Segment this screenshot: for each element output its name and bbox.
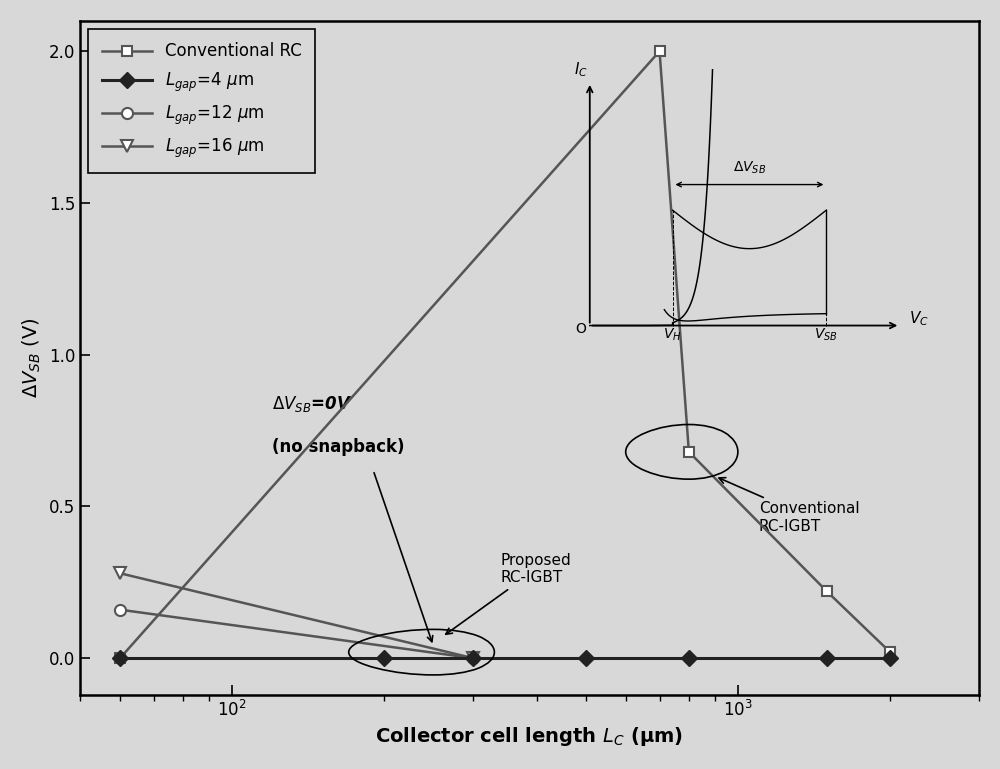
Text: $I_C$: $I_C$ xyxy=(574,60,588,79)
Text: (no snapback): (no snapback) xyxy=(272,438,405,456)
Line: $L_{gap}$=4 $\mu$m: $L_{gap}$=4 $\mu$m xyxy=(114,653,896,664)
Text: $\Delta V_{SB}$=0V: $\Delta V_{SB}$=0V xyxy=(272,394,352,414)
Text: Proposed
RC-IGBT: Proposed RC-IGBT xyxy=(446,553,572,634)
Y-axis label: $\Delta V_{SB}$ (V): $\Delta V_{SB}$ (V) xyxy=(21,318,43,398)
Line: Conventional RC: Conventional RC xyxy=(115,46,895,663)
$L_{gap}$=4 $\mu$m xyxy=(884,654,896,663)
X-axis label: Collector cell length $L_C$ (μm): Collector cell length $L_C$ (μm) xyxy=(375,725,684,748)
Text: $V_C$: $V_C$ xyxy=(909,309,929,328)
$L_{gap}$=4 $\mu$m xyxy=(580,654,592,663)
Conventional RC xyxy=(884,647,896,657)
Text: $\Delta V_{SB}$: $\Delta V_{SB}$ xyxy=(733,160,766,176)
Text: $V_H$: $V_H$ xyxy=(663,326,682,343)
Conventional RC xyxy=(683,448,695,457)
Text: O: O xyxy=(575,322,586,336)
Text: Conventional
RC-IGBT: Conventional RC-IGBT xyxy=(719,478,859,534)
$L_{gap}$=16 $\mu$m xyxy=(114,568,126,578)
$L_{gap}$=4 $\mu$m xyxy=(467,654,479,663)
$L_{gap}$=4 $\mu$m xyxy=(114,654,126,663)
Conventional RC xyxy=(114,654,126,663)
Conventional RC xyxy=(821,587,833,596)
$L_{gap}$=16 $\mu$m xyxy=(467,654,479,663)
Text: $V_{SB}$: $V_{SB}$ xyxy=(814,326,838,343)
$L_{gap}$=4 $\mu$m xyxy=(378,654,390,663)
Legend: Conventional RC, $L_{gap}$=4 $\mu$m, $L_{gap}$=12 $\mu$m, $L_{gap}$=16 $\mu$m: Conventional RC, $L_{gap}$=4 $\mu$m, $L_… xyxy=(88,29,315,174)
Line: $L_{gap}$=16 $\mu$m: $L_{gap}$=16 $\mu$m xyxy=(114,567,480,664)
$L_{gap}$=12 $\mu$m xyxy=(467,654,479,663)
$L_{gap}$=4 $\mu$m xyxy=(821,654,833,663)
$L_{gap}$=12 $\mu$m xyxy=(114,605,126,614)
$L_{gap}$=4 $\mu$m xyxy=(683,654,695,663)
Conventional RC xyxy=(654,47,666,56)
Line: $L_{gap}$=12 $\mu$m: $L_{gap}$=12 $\mu$m xyxy=(114,604,479,664)
